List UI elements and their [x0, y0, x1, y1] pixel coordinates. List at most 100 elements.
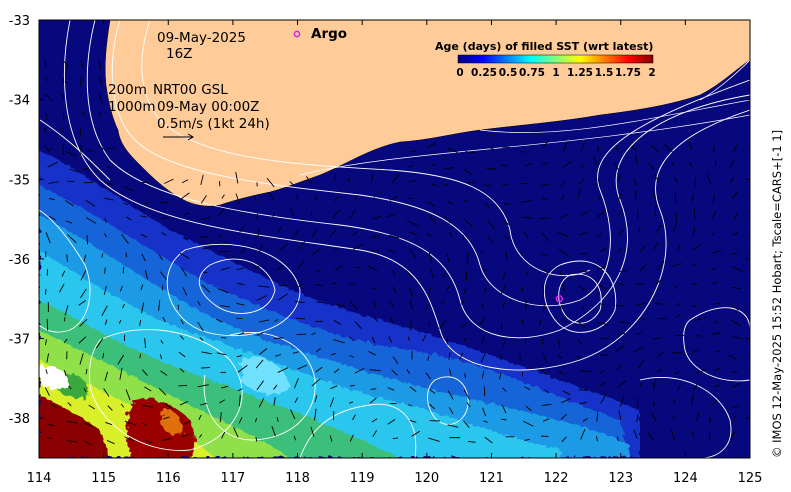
velocity-arrow — [631, 145, 637, 151]
argo-legend-icon — [293, 30, 301, 38]
y-tick-label: -34 — [9, 94, 30, 109]
velocity-arrow — [311, 378, 321, 387]
velocity-arrow — [731, 304, 739, 311]
velocity-arrow — [64, 305, 69, 316]
velocity-arrow — [429, 389, 436, 394]
velocity-arrow — [618, 175, 621, 182]
velocity-arrow — [258, 285, 270, 288]
velocity-arrow — [329, 397, 335, 408]
velocity-arrow — [80, 59, 84, 69]
velocity-arrow — [350, 384, 355, 387]
velocity-arrow — [332, 209, 340, 220]
velocity-arrow — [290, 207, 295, 217]
velocity-arrow — [652, 378, 657, 390]
velocity-arrow — [559, 271, 563, 276]
velocity-arrow — [80, 288, 87, 299]
velocity-arrow — [389, 300, 394, 309]
velocity-arrow — [672, 416, 675, 421]
velocity-arrow — [144, 338, 146, 348]
velocity-arrow — [729, 177, 735, 184]
velocity-arrow — [254, 417, 258, 423]
velocity-arrow — [259, 347, 268, 355]
velocity-arrow — [274, 354, 282, 357]
velocity-arrow — [449, 231, 454, 238]
velocity-arrow — [578, 231, 589, 236]
velocity-arrow — [333, 368, 340, 374]
velocity-arrow — [389, 234, 400, 239]
velocity-arrow — [676, 302, 681, 306]
velocity-arrow — [145, 440, 152, 444]
velocity-arrow — [371, 418, 378, 423]
velocity-arrow — [520, 200, 533, 203]
velocity-arrow — [596, 233, 603, 237]
velocity-arrow — [463, 337, 468, 342]
velocity-arrow — [580, 428, 586, 440]
velocity-arrow — [315, 366, 323, 373]
velocity-arrow — [541, 232, 550, 242]
velocity-arrow — [259, 319, 270, 323]
velocity-arrow — [201, 351, 212, 355]
velocity-arrow — [68, 385, 72, 390]
velocity-arrow — [144, 269, 149, 280]
velocity-arrow — [62, 76, 65, 83]
velocity-arrow — [429, 403, 436, 410]
velocity-arrow — [257, 228, 260, 238]
velocity-arrow — [65, 199, 74, 207]
velocity-arrow — [654, 173, 659, 183]
velocity-arrow — [391, 369, 398, 376]
velocity-arrow — [139, 353, 142, 359]
velocity-arrow — [479, 317, 486, 325]
velocity-arrow — [459, 352, 464, 360]
velocity-arrow — [352, 414, 356, 421]
velocity-arrow — [182, 420, 191, 426]
velocity-arrow — [480, 250, 483, 255]
velocity-arrow — [233, 427, 239, 438]
y-axis: -33 -34 -35 -36 -37 -38 — [9, 14, 750, 427]
velocity-arrow — [219, 305, 231, 308]
velocity-arrow — [316, 347, 322, 353]
velocity-arrow — [254, 196, 257, 202]
velocity-arrow — [618, 282, 625, 286]
velocity-arrow — [616, 379, 627, 389]
velocity-arrow — [406, 197, 413, 200]
x-axis: 114 115 116 117 118 119 120 121 122 123 124 125 — [27, 20, 762, 486]
product-time-label: 09-May 00:00Z — [157, 99, 259, 115]
velocity-arrow — [105, 421, 113, 426]
velocity-arrow — [392, 286, 397, 294]
velocity-arrow — [617, 209, 623, 217]
x-tick-label: 119 — [350, 471, 375, 486]
velocity-arrow — [45, 339, 47, 346]
velocity-arrow — [632, 177, 638, 186]
velocity-arrow — [463, 287, 467, 295]
velocity-arrow — [445, 167, 455, 170]
velocity-arrow — [544, 389, 549, 393]
velocity-arrow — [406, 220, 418, 226]
velocity-arrow — [502, 387, 507, 392]
velocity-arrow — [197, 384, 209, 388]
x-tick-label: 121 — [479, 471, 504, 486]
velocity-arrow — [695, 412, 700, 423]
colorbar-title: Age (days) of filled SST (wrt latest) — [435, 40, 653, 53]
velocity-arrow — [651, 411, 657, 423]
velocity-arrow — [235, 193, 240, 204]
velocity-arrow — [706, 174, 712, 184]
colorbar-tick-label: 1.5 — [595, 67, 614, 79]
x-tick-label: 116 — [156, 471, 181, 486]
velocity-arrow — [598, 381, 606, 388]
velocity-arrow — [732, 404, 739, 409]
velocity-arrow — [598, 369, 605, 375]
velocity-arrow — [98, 93, 103, 104]
velocity-arrow — [448, 407, 454, 415]
velocity-arrow — [438, 319, 447, 329]
velocity-arrow — [406, 369, 410, 374]
velocity-arrow — [370, 235, 380, 239]
velocity-arrow — [200, 195, 207, 204]
velocity-arrow — [636, 398, 639, 408]
colorbar-gradient — [457, 54, 654, 64]
velocity-arrow — [161, 232, 167, 236]
velocity-arrow — [502, 299, 507, 309]
plot-frame — [38, 19, 751, 459]
velocity-arrow — [460, 322, 468, 328]
velocity-arrow — [369, 369, 381, 372]
velocity-arrow — [181, 433, 190, 438]
